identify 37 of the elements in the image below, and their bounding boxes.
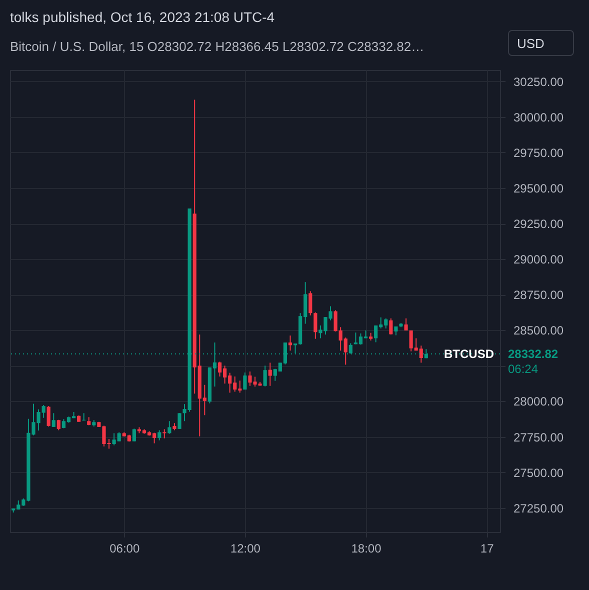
y-tick-label: 28750.00 [514, 288, 564, 302]
x-tick-label: 06:00 [110, 542, 140, 556]
text: 06:24 [508, 362, 538, 376]
y-tick-label: 29000.00 [514, 252, 564, 267]
y-tick-label: 27250.00 [514, 501, 564, 516]
x-tick-label: 18:00 [351, 542, 382, 556]
y-tick-label: 28500.00 [514, 324, 564, 338]
candlestick [168, 420, 172, 434]
candlestick [52, 412, 56, 428]
text: 28332.82 [508, 346, 558, 361]
y-tick-label: 28000.00 [514, 394, 564, 409]
candlestick [243, 372, 247, 390]
candlestick [268, 362, 272, 386]
chart-title: tolks published, Oct 16, 2023 21:08 UTC-4 [10, 9, 275, 25]
candlestick [46, 406, 50, 428]
candlestick [404, 318, 408, 331]
candlestick [263, 365, 267, 387]
y-tick-label: 29250.00 [514, 217, 564, 232]
y-tick-label: 27750.00 [514, 430, 564, 444]
y-tick-label: 29750.00 [514, 146, 564, 160]
candlestick [132, 428, 136, 442]
y-tick-label: 30250.00 [514, 74, 564, 89]
candlestick [288, 335, 292, 352]
candlestick [162, 428, 166, 439]
candlestick [308, 290, 312, 316]
chart-subtitle: Bitcoin / U.S. Dollar, 15 O28302.72 H28366.45 L28302.72 C28332.82… [10, 39, 424, 54]
ref-line-label: BTCUSD [444, 346, 494, 361]
x-tick-label: 17 [480, 542, 494, 556]
y-tick-label: 30000.00 [514, 110, 564, 124]
x-tick-label: 12:00 [230, 542, 261, 556]
candlestick [178, 412, 182, 430]
candlestick [389, 318, 393, 336]
candlestick [314, 312, 318, 340]
y-tick-label: 29500.00 [514, 181, 564, 196]
y-axis-title: USD [508, 30, 574, 56]
y-tick-label: 27500.00 [514, 466, 564, 480]
candlestick [158, 430, 162, 441]
